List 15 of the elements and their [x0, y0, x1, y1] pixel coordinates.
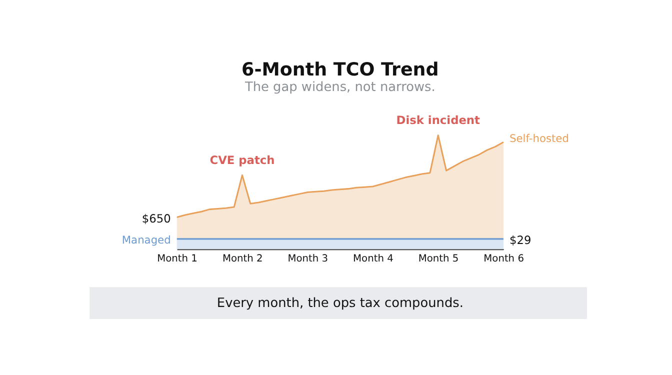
- annotation: $29: [510, 233, 532, 248]
- chart-subtitle: The gap widens, not narrows.: [244, 80, 436, 96]
- series-label: Managed: [122, 233, 171, 246]
- annotation: CVE patch: [210, 152, 275, 167]
- chart-title: 6-Month TCO Trend: [242, 59, 439, 80]
- text: Every month, the ops tax compounds.: [216, 296, 464, 311]
- x-tick-label: Month 5: [418, 254, 459, 265]
- x-tick-label: Month 6: [484, 254, 524, 265]
- x-tick-label: Month 1: [157, 254, 198, 265]
- x-tick-label: Month 2: [222, 254, 263, 265]
- annotation: $650: [142, 212, 171, 226]
- annotation: Disk incident: [396, 112, 481, 127]
- series-label: Self-hosted: [510, 132, 569, 146]
- x-tick-label: Month 3: [288, 254, 328, 265]
- x-tick-label: Month 4: [353, 254, 394, 265]
